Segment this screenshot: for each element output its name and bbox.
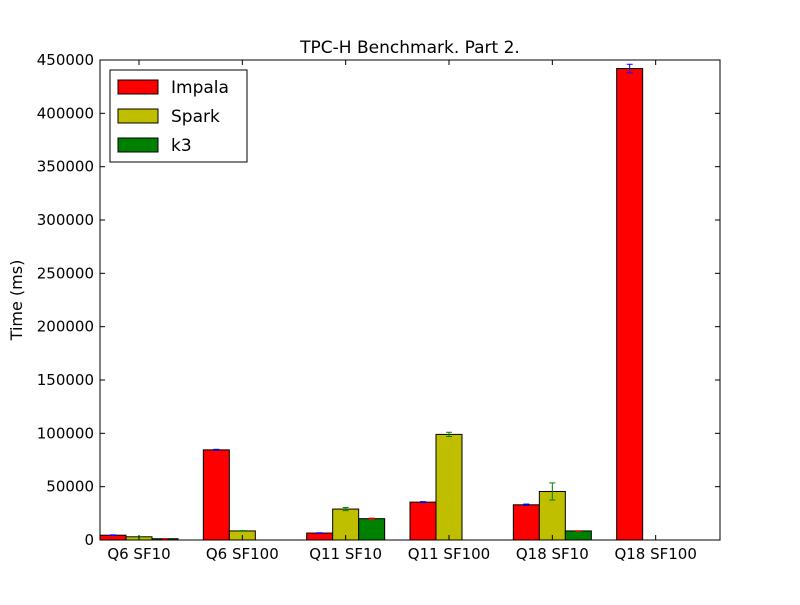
x-tick-label: Q18 SF100 — [614, 545, 696, 563]
error-bar-impala-1 — [110, 535, 116, 536]
bar-impala-2 — [203, 450, 229, 540]
x-tick-label: Q6 SF100 — [206, 545, 279, 563]
chart-title: TPC-H Benchmark. Part 2. — [299, 38, 520, 58]
x-tick-label: Q11 SF100 — [408, 545, 490, 563]
y-tick-label: 0 — [84, 531, 94, 549]
y-tick-label: 250000 — [37, 264, 94, 282]
y-tick-label: 100000 — [37, 424, 94, 442]
y-tick-label: 400000 — [37, 104, 94, 122]
y-tick-label: 350000 — [37, 158, 94, 176]
bar-k3-3 — [359, 519, 385, 540]
bar-k3-5 — [565, 531, 591, 540]
bar-impala-6 — [617, 69, 643, 540]
y-tick-label: 450000 — [37, 51, 94, 69]
bar-impala-5 — [513, 505, 539, 540]
legend-label-k3: k3 — [171, 136, 192, 156]
x-tick-label: Q6 SF10 — [107, 545, 170, 563]
error-bar-impala-3 — [317, 533, 323, 534]
y-tick-label: 200000 — [37, 318, 94, 336]
error-bar-spark-2 — [239, 531, 245, 532]
legend-swatch-spark — [118, 109, 158, 123]
legend-swatch-impala — [118, 80, 158, 94]
bar-spark-4 — [436, 434, 462, 540]
bar-impala-4 — [410, 502, 436, 540]
x-tick-label: Q18 SF10 — [516, 545, 589, 563]
y-axis-label: Time (ms) — [7, 260, 26, 342]
legend-swatch-k3 — [118, 138, 158, 152]
legend: Impala Spark k3 — [110, 70, 247, 162]
y-tick-label: 50000 — [46, 478, 94, 496]
legend-label-impala: Impala — [171, 78, 229, 98]
bar-impala-3 — [307, 533, 333, 540]
x-tick-label: Q11 SF10 — [309, 545, 382, 563]
y-tick-label: 300000 — [37, 211, 94, 229]
y-tick-label: 150000 — [37, 371, 94, 389]
legend-label-spark: Spark — [171, 107, 220, 127]
